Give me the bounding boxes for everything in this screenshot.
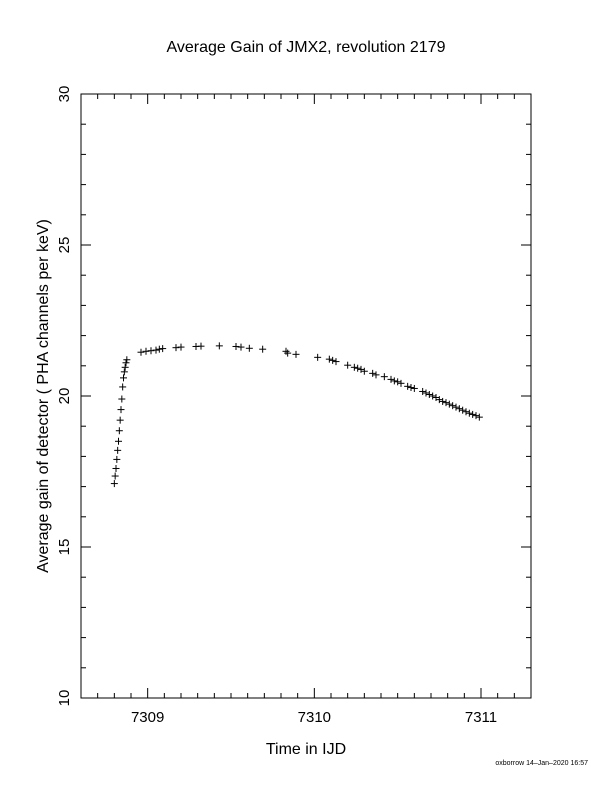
footer-stamp: oxborrow 14–Jan–2020 16:57	[495, 760, 588, 767]
data-point	[350, 363, 358, 371]
data-point	[117, 406, 125, 414]
data-point	[120, 368, 128, 376]
data-point	[159, 345, 167, 353]
data-point	[357, 365, 365, 373]
data-point	[177, 343, 185, 351]
x-axis-label: Time in IJD	[266, 741, 346, 758]
data-point	[439, 397, 447, 405]
data-point	[172, 344, 180, 352]
y-tick-label: 10	[56, 690, 73, 707]
data-point	[114, 446, 122, 454]
data-point	[121, 363, 129, 371]
data-point	[122, 359, 130, 367]
data-point	[455, 405, 463, 413]
y-axis-label: Average gain of detector ( PHA channels …	[35, 219, 52, 573]
data-point	[407, 384, 415, 392]
data-point	[445, 400, 453, 408]
y-tick-label: 25	[56, 237, 73, 254]
data-point	[387, 375, 395, 383]
data-point	[237, 343, 245, 351]
data-point	[404, 382, 412, 390]
data-point	[259, 345, 267, 353]
data-point	[329, 356, 337, 364]
data-point	[449, 402, 457, 410]
data-point	[469, 410, 477, 418]
tick-labels: 10 15 20 25 30 7309 7310 7311	[56, 86, 497, 726]
data-point	[147, 347, 155, 355]
data-point	[475, 413, 483, 421]
data-point	[332, 358, 340, 366]
data-point	[197, 342, 205, 350]
data-point	[118, 395, 126, 403]
data-point	[472, 412, 480, 420]
data-point	[425, 390, 433, 398]
x-tick-label: 7311	[465, 709, 497, 726]
data-point	[292, 350, 300, 358]
data-point	[422, 389, 430, 397]
data-point	[113, 455, 121, 463]
data-point	[119, 383, 127, 391]
data-points	[110, 342, 483, 488]
data-point	[215, 342, 223, 350]
plot-frame	[80, 93, 532, 699]
data-point	[282, 347, 290, 355]
data-point	[394, 378, 402, 386]
data-point	[380, 373, 388, 381]
data-point	[360, 367, 368, 375]
data-point	[284, 349, 292, 357]
data-point	[112, 464, 120, 472]
data-point	[116, 416, 124, 424]
data-point	[419, 387, 427, 395]
y-tick-label: 30	[56, 86, 73, 103]
data-point	[344, 361, 352, 369]
data-point	[442, 399, 450, 407]
data-point	[232, 342, 240, 350]
data-point	[369, 369, 377, 377]
data-point	[372, 371, 380, 379]
data-point	[245, 344, 253, 352]
data-point	[397, 379, 405, 387]
data-point	[115, 427, 123, 435]
data-point	[137, 348, 145, 356]
axis-ticks	[80, 93, 532, 699]
y-tick-label: 15	[56, 539, 73, 556]
data-point	[110, 480, 118, 488]
data-point	[462, 408, 470, 416]
x-tick-label: 7309	[131, 709, 164, 726]
data-point	[459, 406, 467, 414]
data-point	[115, 437, 122, 445]
data-point	[120, 374, 127, 382]
data-point	[325, 355, 333, 363]
data-point	[155, 345, 163, 353]
data-point	[435, 396, 443, 404]
data-point	[410, 384, 418, 392]
data-point	[452, 403, 460, 411]
data-point	[314, 353, 322, 361]
x-tick-label: 7310	[298, 709, 331, 726]
data-point	[123, 356, 131, 364]
chart-title: Average Gain of JMX2, revolution 2179	[167, 39, 446, 56]
data-point	[429, 392, 437, 400]
data-point	[111, 472, 119, 480]
data-point	[465, 409, 473, 417]
data-point	[142, 347, 150, 355]
data-point	[354, 364, 362, 372]
data-point	[390, 377, 398, 385]
y-tick-label: 20	[56, 388, 73, 405]
data-point	[152, 346, 160, 354]
